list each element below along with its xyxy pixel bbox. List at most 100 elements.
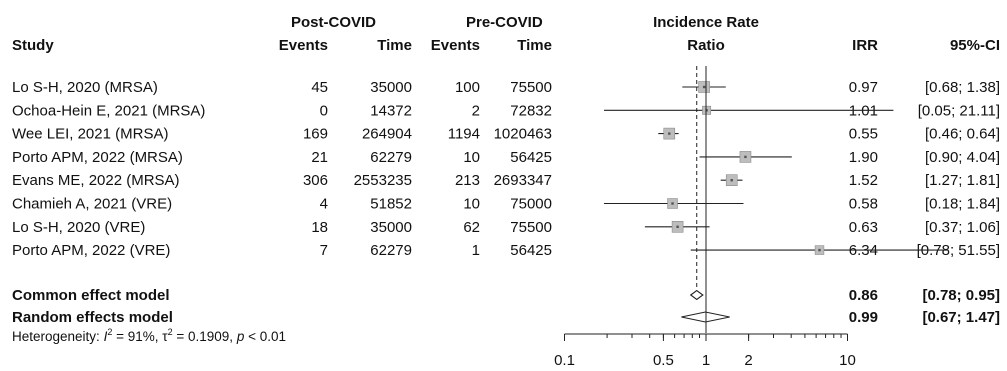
irr-value: 0.58	[849, 196, 878, 213]
ci-value: [0.05; 21.11]	[918, 102, 1000, 119]
header-irr-title-line1: Incidence Rate	[653, 14, 759, 31]
heterogeneity-prefix: Heterogeneity:	[12, 329, 104, 344]
events-post: 18	[311, 219, 328, 236]
time-pre: 2693347	[494, 172, 552, 189]
events-post: 45	[311, 79, 328, 96]
time-post: 14372	[370, 102, 412, 119]
events-pre: 213	[455, 172, 480, 189]
random-effects-row: Random effects model 0.99 [0.67; 1.47]	[12, 309, 1000, 326]
irr-value: 0.55	[849, 126, 878, 143]
study-name: Ochoa-Hein E, 2021 (MRSA)	[12, 102, 205, 119]
tau-value: = 0.1909,	[173, 329, 237, 344]
header-events-post: Events	[279, 37, 328, 54]
study-name: Evans ME, 2022 (MRSA)	[12, 172, 180, 189]
study-row: Evans ME, 2022 (MRSA) 306 2553235 213 269334…	[12, 172, 1000, 189]
ci-value: [0.90; 4.04]	[925, 149, 1000, 166]
point-center	[730, 179, 733, 182]
study-row: Porto APM, 2022 (MRSA) 21 62279 10 56425 1.90…	[12, 149, 1000, 166]
ci-value: [0.18; 1.84]	[925, 196, 1000, 213]
point-center	[671, 202, 674, 205]
tau-symbol: τ	[162, 329, 168, 344]
random-ci: [0.67; 1.47]	[922, 309, 1000, 326]
time-post: 264904	[362, 126, 412, 143]
study-name: Lo S-H, 2020 (VRE)	[12, 219, 145, 236]
time-pre: 72832	[510, 102, 552, 119]
study-name: Porto APM, 2022 (MRSA)	[12, 149, 183, 166]
study-row: Ochoa-Hein E, 2021 (MRSA) 0 14372 2 72832 1.0…	[12, 102, 1000, 119]
ci-value: [0.78; 51.55]	[917, 242, 1000, 259]
irr-value: 1.90	[849, 149, 878, 166]
study-name: Wee LEI, 2021 (MRSA)	[12, 126, 168, 143]
study-rows: Lo S-H, 2020 (MRSA) 45 35000 100 75500 0.97 [0…	[12, 79, 1000, 259]
tau-superscript: 2	[168, 327, 173, 337]
time-pre: 56425	[510, 242, 552, 259]
events-post: 4	[320, 196, 328, 213]
events-pre: 62	[463, 219, 480, 236]
time-post: 62279	[370, 149, 412, 166]
point-center	[705, 109, 708, 112]
study-row: Porto APM, 2022 (VRE) 7 62279 1 56425 6.34 [0.…	[12, 242, 1000, 259]
ci-value: [1.27; 1.81]	[925, 172, 1000, 189]
events-pre: 100	[455, 79, 480, 96]
events-pre: 10	[463, 196, 480, 213]
x-axis-tick-label: 1	[702, 352, 710, 369]
header-time-post: Time	[377, 37, 412, 54]
random-irr: 0.99	[849, 309, 878, 326]
study-name: Chamieh A, 2021 (VRE)	[12, 196, 172, 213]
point-center	[818, 248, 821, 252]
time-post: 35000	[370, 219, 412, 236]
events-post: 7	[320, 242, 328, 259]
irr-value: 0.97	[849, 79, 878, 96]
study-row: Lo S-H, 2020 (VRE) 18 35000 62 75500 0.63 [0.3…	[12, 219, 1000, 236]
x-axis-tick-label: 0.5	[653, 352, 674, 369]
p-value: < 0.01	[244, 329, 286, 344]
header-events-pre: Events	[431, 37, 480, 54]
x-axis-tick-label: 0.1	[554, 352, 575, 369]
time-pre: 1020463	[494, 126, 552, 143]
events-pre: 1	[472, 242, 480, 259]
time-post: 2553235	[354, 172, 412, 189]
i2-superscript: 2	[107, 327, 112, 337]
ci-value: [0.37; 1.06]	[925, 219, 1000, 236]
study-row: Chamieh A, 2021 (VRE) 4 51852 10 75000 0.58 [0…	[12, 196, 1000, 213]
events-post: 169	[303, 126, 328, 143]
plot-marks	[604, 66, 949, 333]
x-axis: 0.1 0.5 1 2 10	[554, 333, 856, 369]
events-pre: 1194	[448, 126, 480, 143]
point-center	[676, 225, 679, 228]
header-time-pre: Time	[517, 37, 552, 54]
header-pre-covid: Pre-COVID	[466, 14, 543, 31]
column-headers: Post-COVID Pre-COVID Study Events Time E…	[12, 14, 1000, 54]
events-post: 0	[320, 102, 328, 119]
random-effects-label: Random effects model	[12, 309, 173, 326]
point-center	[668, 132, 671, 135]
x-axis-tick-label: 2	[744, 352, 752, 369]
p-symbol: p	[236, 329, 245, 344]
time-pre: 75000	[510, 196, 552, 213]
events-pre: 2	[472, 102, 480, 119]
x-axis-tick-label: 10	[839, 352, 856, 369]
ci-value: [0.68; 1.38]	[925, 79, 1000, 96]
common-effect-diamond	[689, 289, 704, 301]
study-row: Wee LEI, 2021 (MRSA) 169 264904 1194 1020463…	[12, 126, 1000, 143]
time-pre: 56425	[510, 149, 552, 166]
point-center	[702, 85, 706, 89]
ci-value: [0.46; 0.64]	[925, 126, 1000, 143]
heterogeneity-text: Heterogeneity: I2 = 91%, τ2 = 0.1909, p …	[12, 327, 286, 344]
header-irr: IRR	[852, 37, 878, 54]
time-post: 62279	[370, 242, 412, 259]
time-post: 51852	[370, 196, 412, 213]
summary-rows: Common effect model 0.86 [0.78; 0.95] Rando…	[12, 287, 1000, 326]
header-irr-title-line2: Ratio	[687, 37, 725, 54]
time-pre: 75500	[510, 79, 552, 96]
events-post: 21	[311, 149, 328, 166]
point-center	[744, 155, 747, 159]
events-pre: 10	[463, 149, 480, 166]
time-pre: 75500	[510, 219, 552, 236]
study-name: Porto APM, 2022 (VRE)	[12, 242, 170, 259]
common-ci: [0.78; 0.95]	[922, 287, 1000, 304]
common-irr: 0.86	[849, 287, 878, 304]
header-ci: 95%-CI	[950, 37, 1000, 54]
header-post-covid: Post-COVID	[291, 14, 376, 31]
